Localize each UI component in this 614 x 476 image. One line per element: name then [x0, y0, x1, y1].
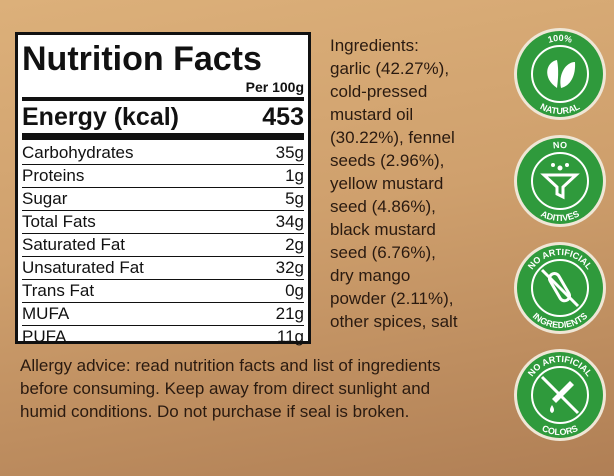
nutrient-name: Sugar: [22, 189, 68, 208]
energy-value: 453: [262, 103, 304, 131]
leaf-icon: [547, 60, 559, 88]
nutrition-title: Nutrition Facts: [22, 40, 262, 78]
badge-text: ADITIVES: [539, 209, 581, 224]
dot-icon: [557, 165, 563, 171]
nutrient-amount: 34g: [275, 212, 304, 231]
nutrient-row: Proteins 1g: [22, 165, 304, 188]
nutrient-name: MUFA: [22, 304, 70, 323]
nutrient-amount: 11g: [276, 327, 304, 346]
serving-size: Per 100g: [22, 79, 304, 101]
nutrient-row: Total Fats 34g: [22, 211, 304, 234]
nutrient-amount: 0g: [285, 281, 304, 300]
nutrient-name: Saturated Fat: [22, 235, 126, 254]
allergy-advice: Allergy advice: read nutrition facts and…: [20, 356, 441, 421]
badge-text: 100%: [547, 33, 574, 45]
nutrient-row: Sugar 5g: [22, 188, 304, 211]
leaf-icon: [560, 62, 576, 88]
nutrient-row: Unsaturated Fat 32g: [22, 257, 304, 280]
nutrient-row: Trans Fat 0g: [22, 280, 304, 303]
nutrient-amount: 2g: [285, 235, 304, 254]
badge-label: COLORS: [541, 423, 580, 437]
nutrient-row: MUFA 21g: [22, 303, 304, 326]
nutrient-name: Total Fats: [22, 212, 96, 231]
badge-label: 100%: [547, 33, 574, 45]
badge-inner-ring: [531, 45, 589, 103]
nutrient-amount: 5g: [285, 189, 304, 208]
badge-label: NO: [552, 140, 567, 151]
badge-label: ADITIVES: [539, 209, 581, 224]
nutrient-name: Carbohydrates: [22, 143, 134, 162]
nutrient-amount: 32g: [275, 258, 304, 277]
nutrient-row: PUFA 11g: [22, 326, 304, 348]
ingredients: Ingredients: garlic (42.27%), cold-press…: [330, 36, 458, 331]
badge-inner-ring: [531, 259, 589, 317]
badge-text: NATURAL: [539, 101, 582, 116]
dot-icon: [565, 163, 569, 167]
nutrient-amount: 35g: [275, 143, 304, 162]
badge-text: NO: [552, 140, 567, 151]
cross-icon: [540, 268, 580, 308]
drop-icon: [550, 405, 554, 413]
cross-icon: [540, 375, 580, 415]
nutrient-amount: 21g: [275, 304, 304, 323]
nutrient-rows: Carbohydrates 35g Proteins 1g Sugar 5g Total F…: [22, 142, 304, 348]
nutrient-row: Saturated Fat 2g: [22, 234, 304, 257]
badge-text: COLORS: [541, 423, 580, 437]
badge-label: NATURAL: [539, 101, 582, 116]
badge: [517, 138, 603, 224]
tube-icon: [548, 271, 571, 303]
dot-icon: [551, 163, 555, 167]
nutrient-name: PUFA: [22, 327, 67, 346]
nutrient-name: Unsaturated Fat: [22, 258, 144, 277]
energy-label: Energy (kcal): [22, 103, 180, 131]
nutrient-name: Proteins: [22, 166, 85, 185]
nutrient-name: Trans Fat: [22, 281, 95, 300]
badge-inner-ring: [531, 366, 589, 424]
badge: [517, 31, 603, 117]
nutrient-amount: 1g: [285, 166, 304, 185]
nutrient-row: Carbohydrates 35g: [22, 142, 304, 165]
dropper-icon: [552, 381, 574, 403]
funnel-icon: [540, 173, 580, 200]
energy-row: Energy (kcal) 453: [22, 101, 304, 140]
badge-inner-ring: [531, 152, 589, 210]
nutrition-facts: Nutrition Facts Per 100g Energy (kcal) 4…: [15, 32, 311, 346]
